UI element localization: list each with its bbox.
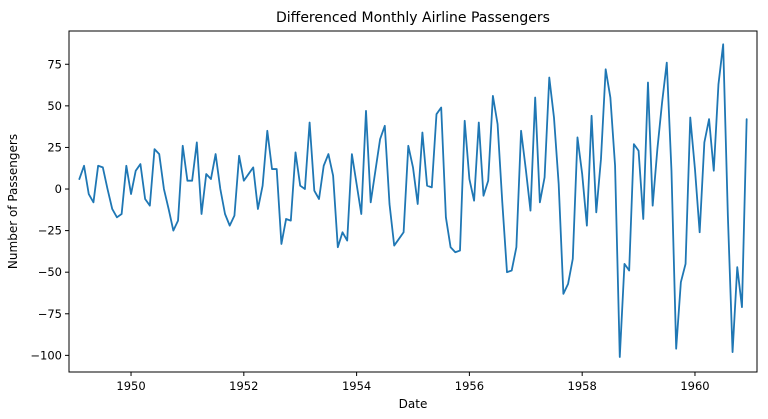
y-tick-label: −25	[38, 224, 62, 238]
y-tick-label: −75	[38, 307, 62, 321]
x-axis-ticks: 1950 1952 1954 1956 1958 1960	[116, 372, 710, 393]
x-tick-label: 1952	[229, 379, 258, 393]
x-tick-label: 1954	[342, 379, 371, 393]
y-tick-label: 75	[47, 57, 62, 71]
x-tick-label: 1956	[455, 379, 484, 393]
y-tick-label: −100	[30, 348, 62, 362]
chart-title: Differenced Monthly Airline Passengers	[276, 10, 550, 26]
y-tick-label: 0	[55, 182, 62, 196]
series-line	[78, 43, 748, 358]
x-axis-title: Date	[399, 397, 428, 411]
y-tick-label: −50	[38, 265, 62, 279]
plot-frame	[68, 30, 758, 373]
y-tick-label: 50	[47, 99, 62, 113]
x-tick-label: 1958	[568, 379, 597, 393]
x-tick-label: 1960	[680, 379, 709, 393]
y-axis-title: Number of Passengers	[6, 134, 20, 269]
y-axis-ticks: −100 −75 −50 −25 0 25 50 75	[30, 57, 69, 362]
x-tick-label: 1950	[116, 379, 145, 393]
y-tick-label: 25	[47, 140, 62, 154]
series-layer	[78, 43, 748, 358]
